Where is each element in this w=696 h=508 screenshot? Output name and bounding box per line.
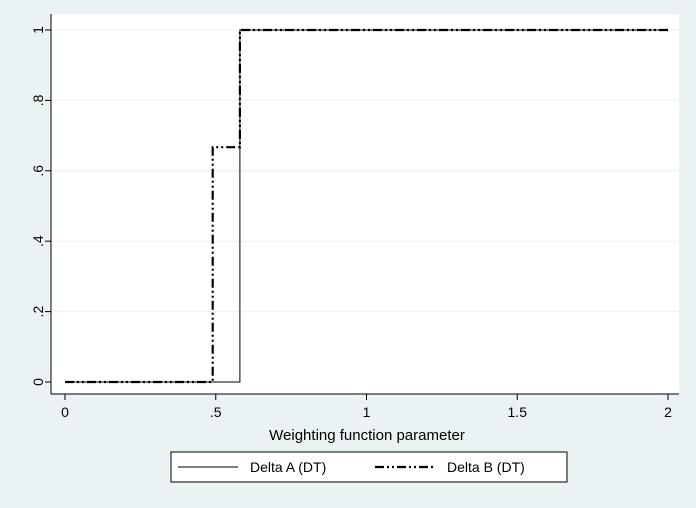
y-tick-label-0: 0 <box>30 378 46 386</box>
x-tick-label-1: .5 <box>210 404 222 420</box>
axes: 0 .2 .4 .6 .8 1 0 .5 1 1.5 2 <box>30 14 679 420</box>
series-layer <box>65 28 668 384</box>
plot-area <box>51 14 679 394</box>
series-line-2 <box>65 28 668 384</box>
y-tick-label-1: .2 <box>30 306 46 318</box>
x-tick-label-4: 2 <box>664 404 672 420</box>
x-tick-label-2: 1 <box>363 404 371 420</box>
y-tick-label-3: .6 <box>30 165 46 177</box>
x-tick-label-0: 0 <box>61 404 69 420</box>
y-tick-label-2: .4 <box>30 235 46 247</box>
y-tick-label-4: .8 <box>30 94 46 106</box>
series-line-1 <box>65 29 668 383</box>
x-axis-title: Weighting function parameter <box>269 427 465 444</box>
legend-label-2: Delta B (DT) <box>447 459 525 475</box>
y-tick-label-5: 1 <box>30 26 46 34</box>
x-tick-label-3: 1.5 <box>508 404 528 420</box>
legend: Delta A (DT) Delta B (DT) <box>170 451 568 483</box>
legend-label-1: Delta A (DT) <box>250 459 326 475</box>
